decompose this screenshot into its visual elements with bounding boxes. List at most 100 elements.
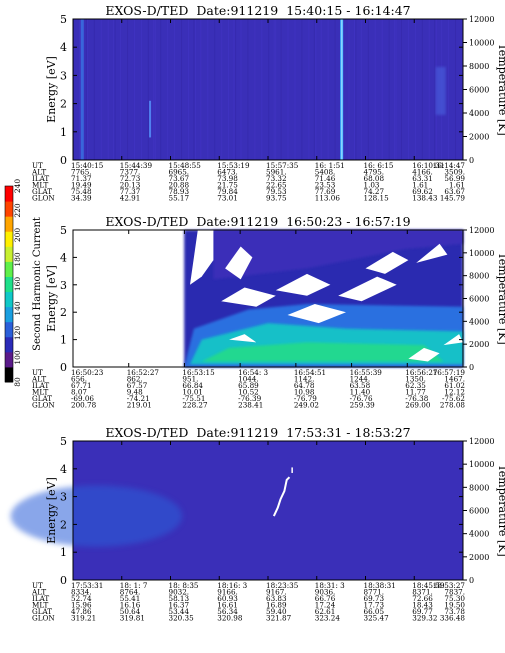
heatmap-streak — [233, 19, 235, 160]
table-cell: 16: 1:51 — [315, 161, 345, 170]
heatmap-streak — [240, 19, 242, 160]
heatmap-streak — [400, 19, 402, 160]
y2-tick-label: 12000 — [469, 437, 494, 446]
table-cell: 18:38:31 — [364, 581, 396, 590]
heatmap-streak — [79, 19, 81, 160]
heatmap-streak — [221, 19, 223, 160]
y-axis-label: Energy [eV] — [45, 477, 58, 544]
table-cell: 34.39 — [71, 194, 92, 203]
table-cell: 79.84 — [217, 187, 238, 196]
colorbar-swatch — [5, 201, 13, 217]
y-axis-right: 0 2000 4000 6000 8000 10000 12000 Temperature [… — [463, 15, 505, 165]
heatmap-streak — [147, 19, 149, 160]
table-cell: 259.39 — [350, 401, 376, 410]
colorbar-swatch — [5, 306, 13, 323]
table-cell: 69.62 — [412, 187, 433, 196]
heatmap-streak — [275, 19, 277, 160]
data-gap — [443, 334, 463, 346]
y2-tick-label: 2000 — [469, 553, 489, 562]
table-cell: 66.05 — [364, 607, 385, 616]
table-cell: 73.01 — [217, 194, 238, 203]
table-cell: 18:53:27 — [433, 581, 466, 590]
table-cell: 56.99 — [444, 174, 465, 183]
table-cell: 15:57:35 — [266, 161, 299, 170]
y2-axis-label: Temperature [K] — [496, 43, 505, 135]
heatmap-streak — [85, 19, 87, 160]
table-cell: 8334. — [71, 588, 92, 597]
table-cell: -76.38 — [405, 394, 428, 403]
table-cell: 61.02 — [444, 381, 465, 390]
table-cell: -76.39 — [238, 394, 261, 403]
y-tick-label: 5 — [60, 224, 67, 237]
table-cell: 16.16 — [120, 601, 141, 610]
table-cell: 16:57:19 — [433, 368, 466, 377]
colorbar-swatch — [5, 366, 13, 383]
y-axis-left: 0 1 2 3 4 5 Energy [eV] — [45, 435, 463, 587]
table-cell: 321.87 — [266, 614, 292, 623]
y-tick-label: 4 — [60, 251, 67, 264]
y-axis-left: 0 1 2 3 4 5 Energy [eV] — [45, 13, 463, 167]
table-cell: 128.15 — [364, 194, 390, 203]
table-cell: 323.24 — [315, 614, 341, 623]
table-cell: 1.61 — [449, 181, 465, 190]
heatmap-streak — [174, 19, 176, 160]
heatmap-streak — [395, 19, 397, 160]
heatmap-streak — [153, 19, 155, 160]
table-row-label: MLT — [32, 601, 49, 610]
table-cell: 77.69 — [315, 187, 336, 196]
table-cell: 62.35 — [405, 381, 426, 390]
data-gap — [221, 287, 276, 307]
colorbar-swatch — [5, 231, 13, 247]
chart-time-range: 16:50:23 - 16:57:19 — [286, 214, 410, 229]
table-cell: 74.27 — [364, 187, 385, 196]
table-cell: 15:48:55 — [169, 161, 202, 170]
y2-tick-label: 0 — [469, 156, 474, 165]
table-row-label: GLON — [32, 614, 55, 623]
table-cell: 63.67 — [444, 187, 465, 196]
y-tick-label: 4 — [60, 41, 67, 54]
data-gap — [416, 243, 448, 263]
heatmap-streak — [381, 19, 383, 160]
table-cell: 10.01 — [182, 388, 203, 397]
table-cell: 75.30 — [444, 594, 465, 603]
y2-tick-label: 0 — [469, 363, 474, 372]
table-cell: 862. — [127, 375, 143, 384]
chart-time-range: 17:53:31 - 18:53:27 — [286, 425, 410, 440]
heatmap-features — [10, 467, 293, 547]
table-cell: 7377. — [120, 168, 141, 177]
x-axis — [72, 230, 464, 367]
y2-axis-label: Temperature [K] — [496, 252, 505, 344]
chart-date: Date:911219 — [196, 425, 278, 440]
heatmap-streak — [200, 19, 202, 160]
y2-tick-label: 8000 — [469, 272, 489, 281]
heatmap-streak — [140, 19, 142, 160]
heatmap-streak — [308, 19, 310, 160]
table-cell: 52.74 — [71, 594, 92, 603]
chart-title: EXOS-D/TED Date:911219 17:53:31 - 18:53:27 — [105, 425, 410, 440]
table-cell: 42.91 — [120, 194, 141, 203]
table-cell: 17.73 — [364, 601, 385, 610]
table-cell: 64.78 — [294, 381, 315, 390]
colorbar-label: Second Harmonic Current — [32, 217, 43, 351]
table-row-label: GLAT — [32, 394, 52, 403]
heatmap-streak — [315, 19, 317, 160]
table-cell: 69.73 — [364, 594, 385, 603]
y2-axis-label: Temperature [K] — [496, 464, 505, 556]
chart-title: EXOS-D/TED Date:911219 16:50:23 - 16:57:19 — [105, 214, 410, 229]
y-tick-label: 1 — [60, 126, 67, 139]
heatmap-streak — [160, 19, 162, 160]
heatmap-streak — [133, 19, 135, 160]
heatmap-streak — [193, 19, 195, 160]
heatmap-streak — [388, 19, 390, 160]
data-gap — [225, 246, 253, 280]
heatmap-streak — [120, 19, 122, 160]
table-cell: 18:31: 3 — [315, 581, 345, 590]
table-cell: 18:23:35 — [266, 581, 299, 590]
heatmap-streak — [327, 19, 329, 160]
heatmap-streak — [294, 19, 296, 160]
table-cell: 219.01 — [127, 401, 152, 410]
data-gap — [365, 251, 409, 274]
heatmap-streak — [421, 19, 423, 160]
